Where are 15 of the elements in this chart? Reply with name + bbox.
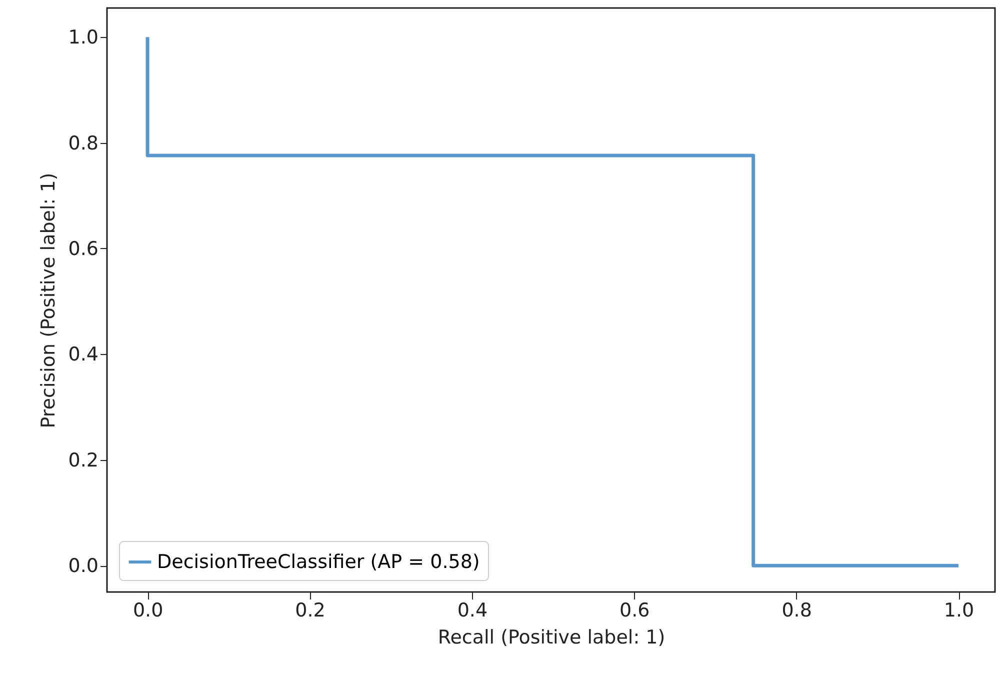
- y-tick-label: 0.4: [68, 344, 98, 366]
- y-tick-label: 0.8: [68, 132, 98, 154]
- y-tick-label: 0.2: [68, 449, 98, 472]
- y-axis-title: Precision (Positive label: 1): [37, 172, 60, 428]
- legend-label: DecisionTreeClassifier (AP = 0.58): [157, 551, 480, 573]
- y-tick-label: 0.6: [68, 238, 98, 260]
- x-tick-label: 0.8: [782, 600, 812, 622]
- x-tick-label: 0.2: [295, 600, 326, 622]
- y-tick-label: 0.0: [68, 555, 98, 578]
- x-tick-label: 0.0: [132, 600, 164, 622]
- y-tick-label: 1.0: [68, 26, 98, 49]
- x-axis-title: Recall (Positive label: 1): [438, 626, 666, 648]
- x-tick-label: 0.6: [620, 600, 650, 622]
- x-tick-label: 1.0: [944, 600, 974, 622]
- x-tick-label: 0.4: [457, 600, 488, 622]
